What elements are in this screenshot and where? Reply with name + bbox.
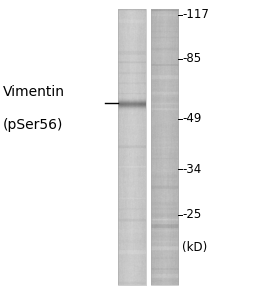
Bar [146, 9, 151, 285]
Text: (kD): (kD) [182, 241, 208, 254]
Text: -85: -85 [182, 52, 201, 65]
Text: -34: -34 [182, 163, 202, 176]
Text: (pSer56): (pSer56) [3, 118, 63, 131]
Bar [118, 9, 146, 285]
Text: Vimentin: Vimentin [3, 85, 65, 98]
Text: -117: -117 [182, 8, 209, 22]
Text: -25: -25 [182, 208, 202, 221]
Bar [151, 9, 178, 285]
Text: -49: -49 [182, 112, 202, 125]
